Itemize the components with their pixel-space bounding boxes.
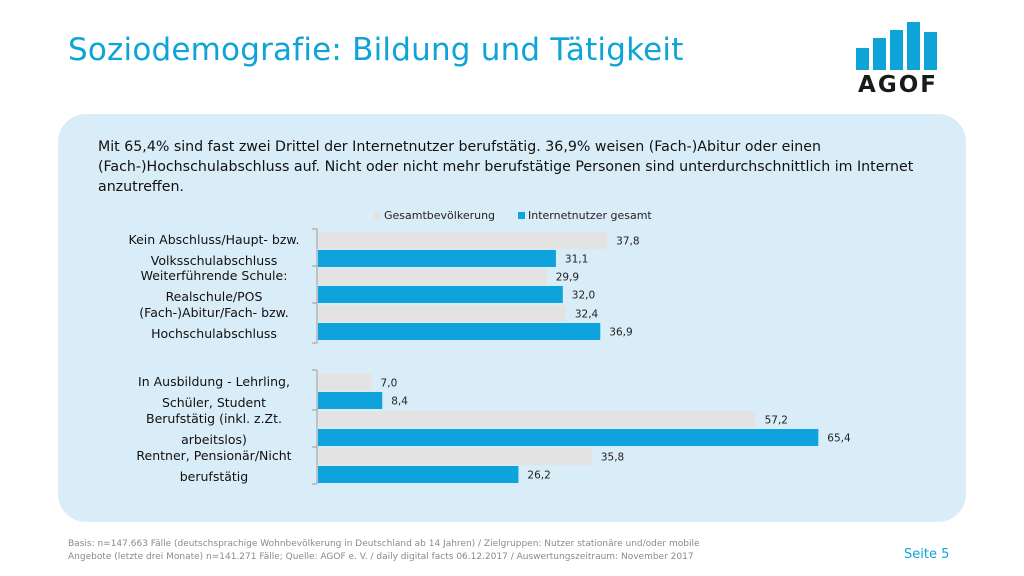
category-label-2-0: (Fach-)Abitur/Fach- bzw. bbox=[139, 305, 288, 320]
agof-logo-bars-icon bbox=[856, 22, 937, 70]
category-label-3-0: In Ausbildung - Lehrling, bbox=[138, 374, 290, 389]
category-label-1-1: Realschule/POS bbox=[166, 289, 263, 304]
footnote-line-1: Basis: n=147.663 Fälle (deutschsprachige… bbox=[68, 539, 700, 549]
category-label-4-0: Berufstätig (inkl. z.Zt. bbox=[146, 411, 282, 426]
category-label-1-0: Weiterführende Schule: bbox=[141, 268, 288, 283]
page-number: Seite 5 bbox=[904, 547, 950, 562]
value-label-1-1: 32,0 bbox=[572, 290, 595, 302]
bar-1-1 bbox=[318, 286, 563, 303]
bar-4-0 bbox=[318, 411, 756, 428]
agof-logo-text: AGOF bbox=[858, 72, 938, 98]
bar-0-1 bbox=[318, 250, 556, 267]
footnote: Basis: n=147.663 Fälle (deutschsprachige… bbox=[68, 538, 828, 564]
category-label-0-0: Kein Abschluss/Haupt- bzw. bbox=[129, 232, 300, 247]
bar-1-0 bbox=[318, 268, 547, 285]
value-label-0-0: 37,8 bbox=[616, 236, 639, 248]
bar-4-1 bbox=[318, 429, 819, 446]
footnote-line-2: Angebote (letzte drei Monate) n=141.271 … bbox=[68, 552, 694, 562]
category-label-2-1: Hochschulabschluss bbox=[151, 326, 277, 341]
bar-2-0 bbox=[318, 305, 566, 322]
intro-text: Mit 65,4% sind fast zwei Drittel der Int… bbox=[98, 139, 914, 195]
bar-2-1 bbox=[318, 323, 601, 340]
legend-label-1: Internetnutzer gesamt bbox=[528, 209, 652, 222]
category-label-0-1: Volksschulabschluss bbox=[151, 253, 277, 268]
bar-5-1 bbox=[318, 466, 519, 483]
agof-logo: AGOF bbox=[852, 18, 944, 100]
value-label-1-0: 29,9 bbox=[556, 272, 579, 284]
legend-label-0: Gesamtbevölkerung bbox=[384, 209, 495, 222]
value-label-4-0: 57,2 bbox=[765, 415, 788, 427]
value-label-3-1: 8,4 bbox=[391, 396, 408, 408]
value-label-2-1: 36,9 bbox=[609, 327, 632, 339]
value-label-0-1: 31,1 bbox=[565, 254, 588, 266]
value-label-5-1: 26,2 bbox=[527, 470, 550, 482]
value-label-3-0: 7,0 bbox=[381, 378, 398, 390]
category-label-5-1: berufstätig bbox=[180, 469, 248, 484]
value-label-5-0: 35,8 bbox=[601, 452, 624, 464]
legend-swatch-0 bbox=[374, 212, 381, 219]
value-label-2-0: 32,4 bbox=[575, 309, 599, 321]
bar-3-0 bbox=[318, 374, 372, 391]
category-label-5-0: Rentner, Pensionär/Nicht bbox=[136, 448, 291, 463]
legend-swatch-1 bbox=[518, 212, 525, 219]
category-label-3-1: Schüler, Student bbox=[162, 395, 266, 410]
category-label-4-1: arbeitslos) bbox=[181, 432, 247, 447]
bar-3-1 bbox=[318, 392, 383, 409]
value-label-4-1: 65,4 bbox=[827, 433, 851, 445]
bar-5-0 bbox=[318, 448, 592, 465]
page-title: Soziodemografie: Bildung und Tätigkeit bbox=[68, 32, 684, 68]
bar-0-0 bbox=[318, 232, 608, 249]
